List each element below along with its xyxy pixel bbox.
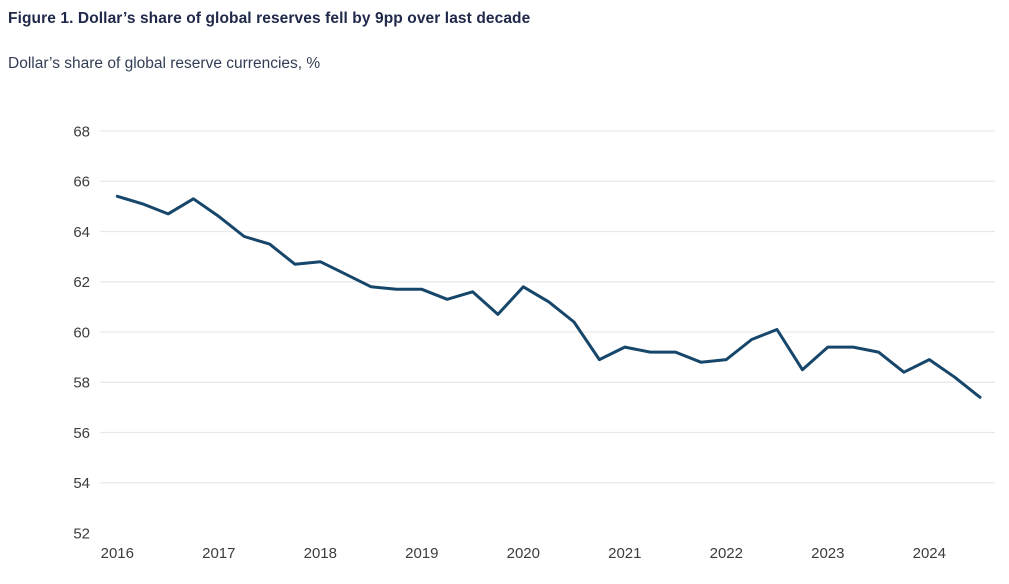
figure-title: Figure 1. Dollar’s share of global reser… [8, 10, 531, 27]
x-axis-tick-label: 2022 [710, 545, 743, 562]
y-axis-tick-label: 68 [73, 123, 90, 140]
y-axis-tick-label: 62 [73, 274, 90, 291]
figure-subtitle: Dollar’s share of global reserve currenc… [8, 55, 321, 72]
y-axis-tick-label: 58 [73, 375, 90, 392]
x-axis-tick-label: 2019 [405, 545, 438, 562]
y-axis-tick-label: 52 [73, 525, 90, 542]
x-axis-tick-label: 2018 [304, 545, 337, 562]
y-axis-tick-label: 56 [73, 425, 90, 442]
x-axis-tick-label: 2016 [101, 545, 134, 562]
usd-share-line-series [115, 194, 982, 399]
y-axis-tick-label: 66 [73, 174, 90, 191]
x-axis-tick-label: 2023 [811, 545, 844, 562]
y-axis-tick-label: 64 [73, 224, 90, 241]
x-axis-tick-label: 2020 [507, 545, 540, 562]
y-axis-tick-label: 54 [73, 475, 90, 492]
x-axis-tick-label: 2017 [202, 545, 235, 562]
y-axis-tick-label: 60 [73, 324, 90, 341]
x-axis-tick-label: 2024 [913, 545, 946, 562]
x-axis-tick-label: 2021 [608, 545, 641, 562]
